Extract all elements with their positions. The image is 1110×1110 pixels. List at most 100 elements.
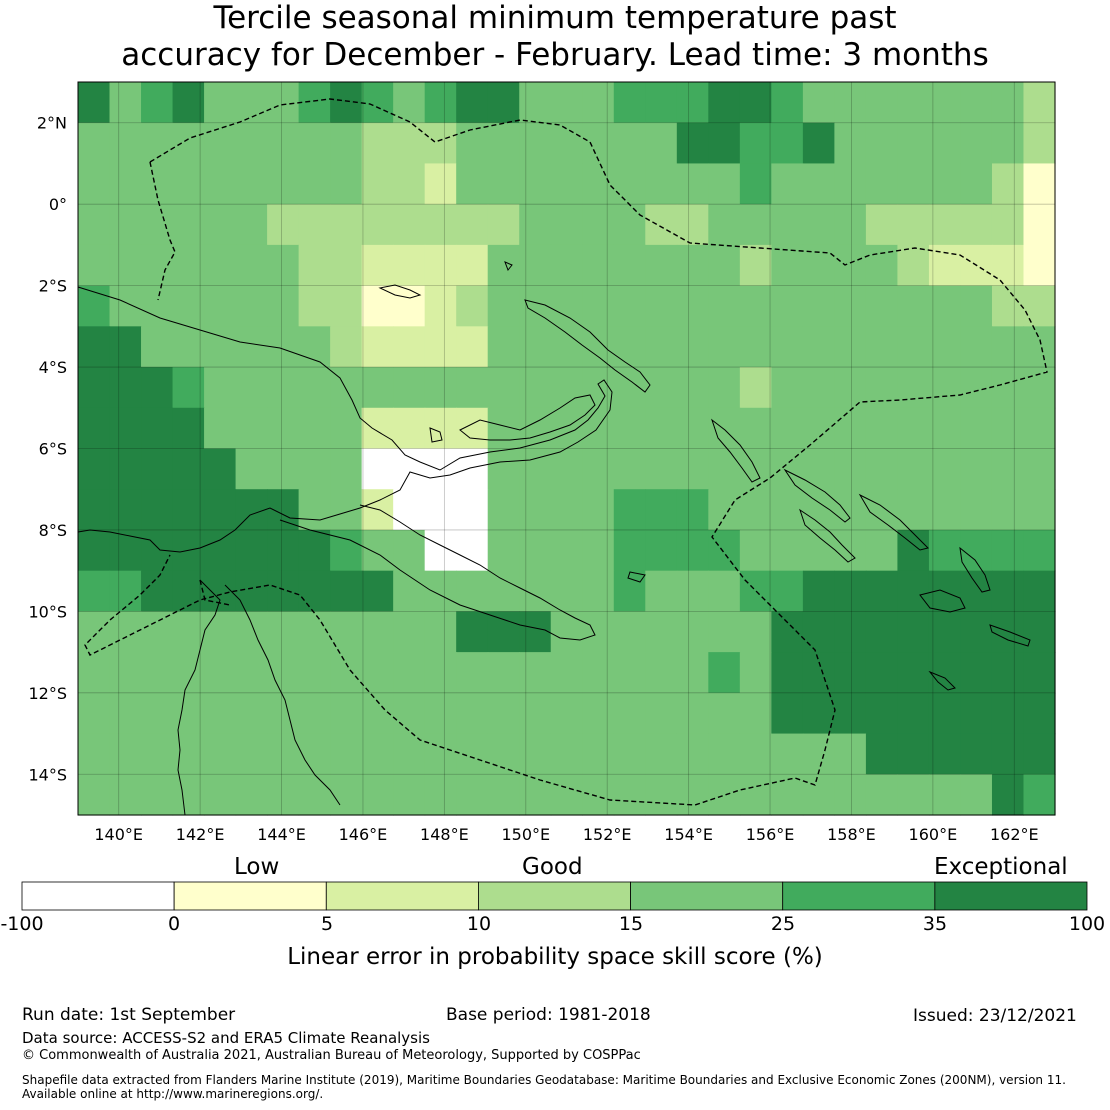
skill-cell	[141, 326, 174, 368]
skill-cell	[487, 733, 520, 775]
skill-cell	[928, 733, 962, 775]
skill-cell	[582, 163, 615, 205]
skill-cell	[613, 82, 646, 124]
skill-cell	[645, 244, 678, 287]
skill-cell	[550, 611, 583, 653]
skill-cell	[424, 204, 457, 246]
skill-cell	[1023, 529, 1056, 572]
skill-cell	[960, 326, 993, 368]
skill-cell	[991, 774, 1025, 816]
skill-cell	[141, 204, 174, 246]
skill-cell	[676, 489, 709, 531]
skill-cell	[487, 204, 520, 246]
skill-cell	[1023, 407, 1056, 450]
colorbar-axis-label: Linear error in probability space skill …	[287, 944, 823, 970]
skill-cell	[865, 489, 899, 531]
skill-cell	[802, 367, 835, 409]
skill-cell	[109, 367, 142, 409]
skill-cell	[897, 204, 930, 246]
skill-cell	[330, 122, 363, 165]
skill-cell	[456, 774, 489, 816]
skill-cell	[771, 367, 804, 409]
skill-cell	[141, 163, 174, 205]
skill-cell	[235, 204, 268, 246]
skill-cell	[865, 82, 899, 124]
skill-cell	[771, 489, 804, 531]
skill-cell	[771, 244, 804, 287]
colorbar-tick: 25	[770, 913, 796, 935]
skill-cell	[708, 489, 741, 531]
skill-cell	[928, 611, 962, 653]
run-date: Run date: 1st September	[22, 1005, 236, 1025]
skill-cell	[172, 692, 205, 735]
skill-cell	[928, 204, 962, 246]
skill-cell	[708, 529, 741, 572]
skill-cell	[424, 407, 457, 450]
skill-cell	[550, 122, 583, 165]
skill-cell	[739, 774, 772, 816]
skill-cell	[204, 733, 237, 775]
skill-cell	[865, 122, 899, 165]
skill-cell	[708, 204, 741, 246]
skill-cell	[802, 611, 835, 653]
skill-cell	[141, 652, 174, 694]
skill-cell	[613, 448, 646, 490]
skill-cell	[991, 204, 1025, 246]
skill-cell	[960, 774, 993, 816]
skill-cell	[456, 163, 489, 205]
skill-cell	[172, 774, 205, 816]
skill-cell	[330, 448, 363, 490]
coastline-islands-1	[378, 284, 422, 299]
skill-cell	[834, 652, 867, 694]
colorbar-label-exceptional: Exceptional	[934, 854, 1068, 880]
skill-cell	[645, 774, 678, 816]
skill-cell	[582, 82, 615, 124]
skill-cell	[802, 122, 835, 165]
skill-cell	[78, 774, 111, 816]
skill-cell	[361, 204, 394, 246]
skill-cell	[613, 285, 646, 327]
skill-cell	[708, 82, 741, 124]
skill-cell	[802, 163, 835, 205]
skill-cell	[582, 570, 615, 612]
skill-cell	[708, 611, 741, 653]
skill-cell	[78, 733, 111, 775]
skill-cell	[298, 774, 331, 816]
skill-cell	[424, 733, 457, 775]
skill-cell	[928, 529, 962, 572]
skill-cell	[267, 407, 300, 450]
skill-cell	[235, 529, 268, 572]
skill-cell	[928, 774, 962, 816]
skill-cell	[519, 611, 552, 653]
skill-cell	[172, 122, 205, 165]
skill-cell	[204, 163, 237, 205]
skill-cell	[78, 692, 111, 735]
skill-cell	[676, 163, 709, 205]
skill-cell	[613, 407, 646, 450]
skill-cell	[456, 244, 489, 287]
skill-cell	[1023, 122, 1056, 165]
skill-cell	[897, 652, 930, 694]
skill-cell	[267, 82, 300, 124]
skill-cell	[865, 529, 899, 572]
skill-cell	[645, 163, 678, 205]
skill-cell	[897, 448, 930, 490]
skill-cell	[739, 285, 772, 327]
skill-cell	[676, 611, 709, 653]
skill-cell	[645, 733, 678, 775]
skill-cell	[361, 163, 394, 205]
skill-cell	[361, 611, 394, 653]
skill-cell	[613, 367, 646, 409]
skill-cell	[834, 611, 867, 653]
skill-cell	[928, 163, 962, 205]
skill-cell	[991, 489, 1025, 531]
skill-cell	[928, 285, 962, 327]
skill-cell	[141, 570, 174, 612]
skill-cell	[550, 367, 583, 409]
skill-cell	[172, 611, 205, 653]
skill-cell	[109, 448, 142, 490]
skill-cell	[78, 570, 111, 612]
skill-cell	[393, 122, 426, 165]
skill-cell	[928, 652, 962, 694]
skill-cell	[361, 529, 394, 572]
